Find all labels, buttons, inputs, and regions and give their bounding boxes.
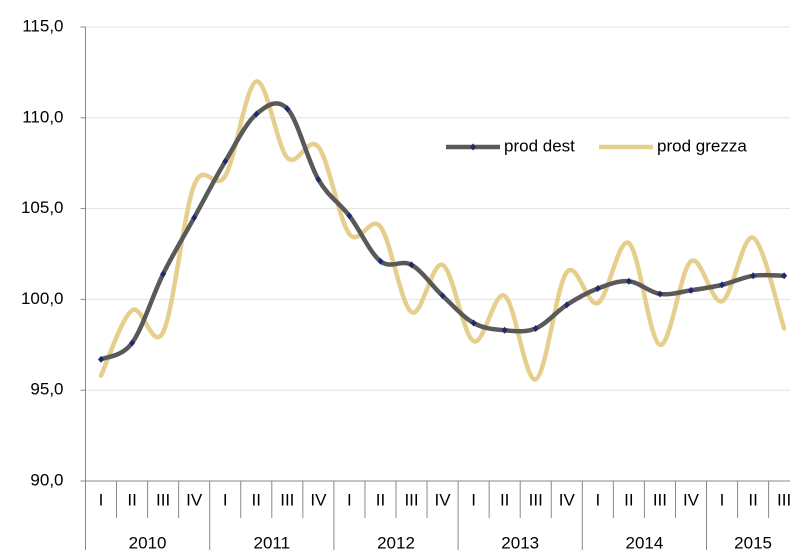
x-tick-label: II [748,490,757,509]
x-tick-label: III [777,490,790,509]
x-tick-label: IV [683,490,700,509]
series-line [98,79,787,382]
x-tick-label: I [99,490,104,509]
x-tick-label: II [252,490,261,509]
data-point [439,292,446,300]
series-line [98,101,787,362]
y-tick-label: 100,0 [21,289,64,308]
data-point [687,286,694,294]
legend-marker [470,143,476,151]
x-tick-label: IV [186,490,203,509]
x-tick-label: II [376,490,385,509]
data-point [656,290,663,298]
x-tick-label: II [500,490,509,509]
x-tick-label: III [653,490,667,509]
x-tick-label: I [347,490,352,509]
data-point [377,257,384,265]
data-point [501,326,508,334]
data-point [563,301,570,309]
y-tick-label: 110,0 [22,107,63,126]
data-point [253,110,260,118]
y-tick-label: 95,0 [30,380,63,399]
x-group-label: 2010 [129,533,167,550]
x-tick-label: IV [310,490,327,509]
x-tick-label: II [624,490,633,509]
data-point [781,272,788,280]
x-tick-label: I [720,490,725,509]
data-point [719,281,726,289]
x-tick-label: III [280,490,294,509]
x-group-label: 2014 [625,533,663,550]
data-point [284,105,291,113]
data-point [625,277,632,285]
data-point [408,261,415,269]
x-group-label: 2013 [501,533,539,550]
data-point [222,157,229,165]
x-tick-label: III [156,490,170,509]
x-tick-label: I [595,490,600,509]
x-tick-label: II [127,490,136,509]
data-point [470,319,477,327]
y-tick-label: 115,0 [22,16,63,35]
data-point [191,214,198,222]
x-tick-label: IV [435,490,452,509]
x-tick-label: I [223,490,228,509]
y-tick-label: 105,0 [21,198,64,217]
x-tick-label: IV [559,490,576,509]
data-point [532,324,539,332]
x-group-label: 2012 [377,533,415,550]
legend-label: prod grezza [657,136,747,155]
legend-label: prod dest [504,136,575,155]
x-tick-label: I [471,490,476,509]
y-tick-label: 90,0 [30,470,63,489]
data-point [315,176,322,184]
data-point [346,212,353,220]
data-point [129,339,136,347]
data-point [750,272,757,280]
x-group-label: 2011 [254,533,291,550]
x-group-label: 2015 [734,533,772,550]
x-tick-label: III [529,490,543,509]
data-point [98,355,105,363]
x-tick-label: III [404,490,418,509]
data-point [160,270,167,278]
data-point [594,285,601,293]
